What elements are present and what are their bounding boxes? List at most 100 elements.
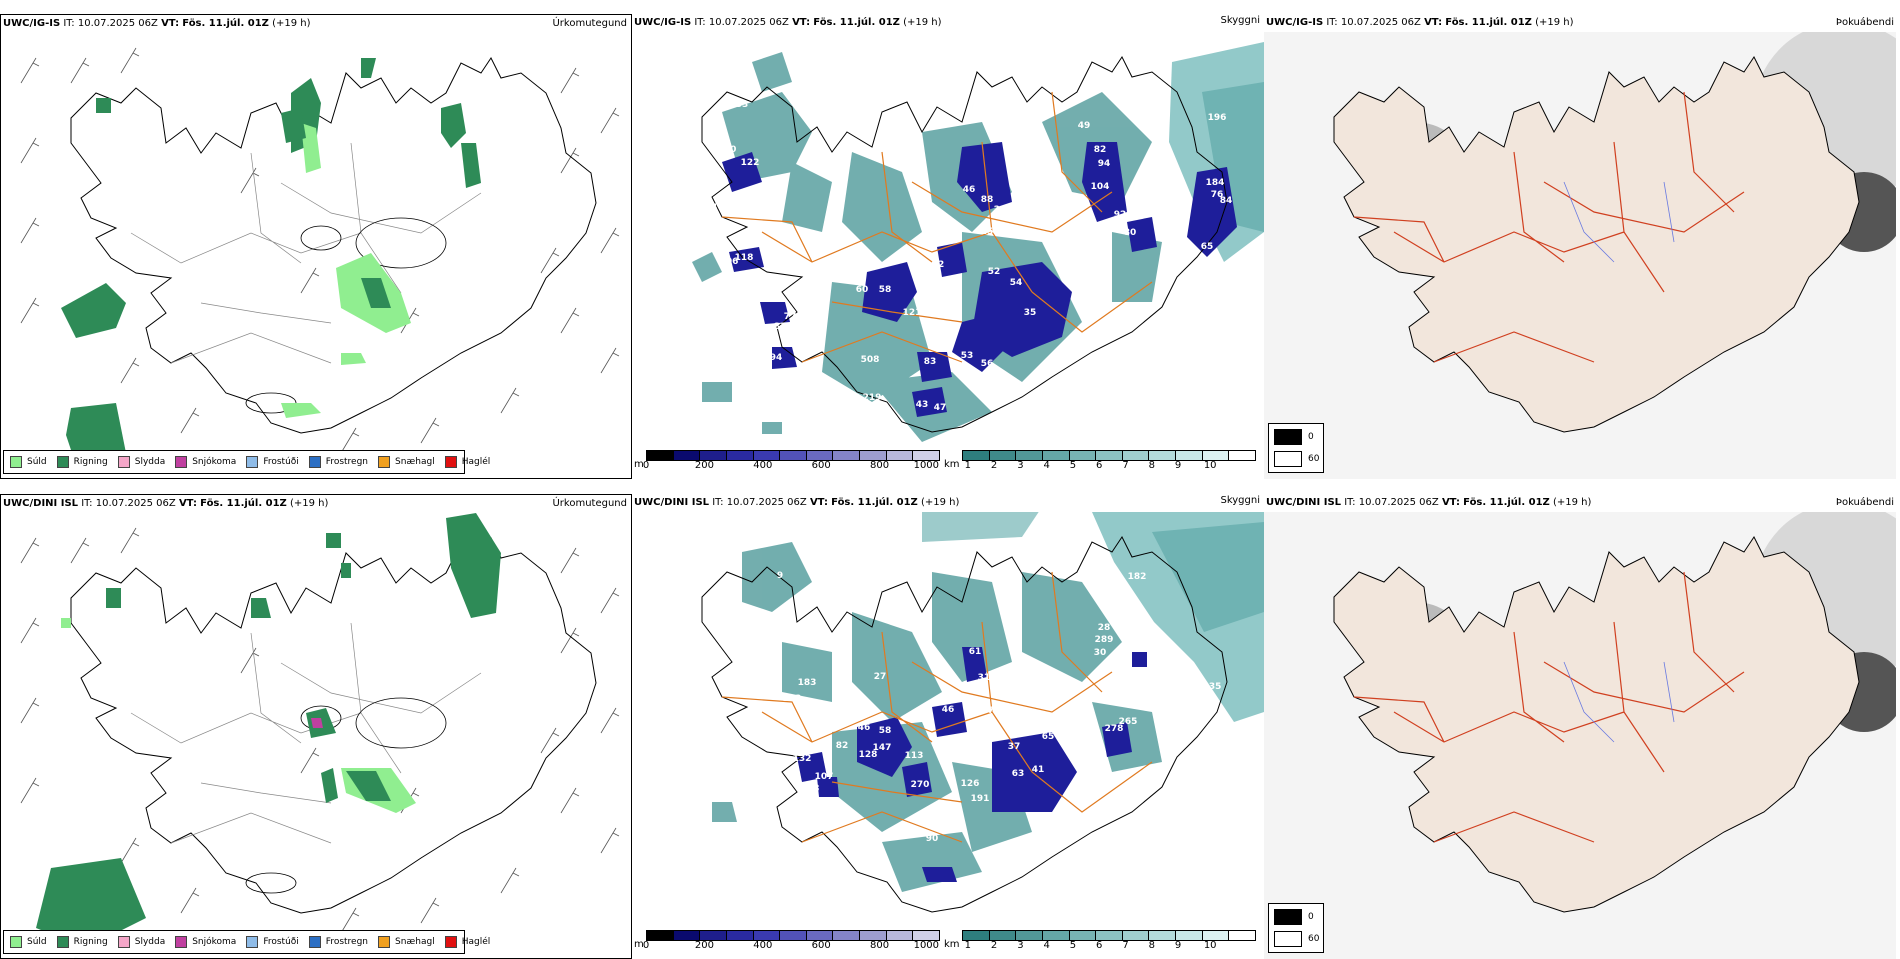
fog-legend-item: 0 <box>1274 909 1314 925</box>
visibility-colorbar: km 1 2 3 4 5 6 7 8 9 10 <box>944 930 1260 956</box>
cloud-base-label: 33 <box>736 100 749 110</box>
cloud-base-label: 120 <box>1135 645 1154 655</box>
panel-field-title: Úrkomutegund <box>552 498 627 509</box>
visibility-ticks: 1 2 3 4 5 6 7 8 9 10 <box>962 460 1254 474</box>
legend-swatch <box>246 456 259 468</box>
cloud-base-label: 56 <box>981 359 994 369</box>
precip-areas-bottom <box>36 513 501 948</box>
fog-legend: 0 60 <box>1268 423 1324 473</box>
cloud-base-label: 82 <box>1094 145 1107 155</box>
legend-item: Frostregn <box>308 936 368 948</box>
cloud-base-label: 74 <box>1134 303 1147 313</box>
fog-legend-item: 60 <box>1274 931 1319 947</box>
cloud-base-label: 311 <box>978 673 997 683</box>
cloud-base-label: 104 <box>1091 182 1110 192</box>
cloud-base-label: 46 <box>858 723 871 733</box>
legend-swatch <box>56 936 69 948</box>
panel-field-title: Skyggni <box>1220 495 1260 506</box>
cloud-base-label: 184 <box>1206 178 1225 188</box>
cloud-vis-panel-bottom: UWC/DINI ISL IT: 10.07.2025 06Z VT: Fös.… <box>632 494 1264 959</box>
tick-label: 9 <box>1174 460 1182 471</box>
precip-legend: Súld Rigning Slydda Snjókoma Frostúði Fr… <box>3 930 490 954</box>
cloud-base-label: 106 <box>720 257 739 267</box>
cloud-base-label: 82 <box>836 741 849 751</box>
legend-swatch <box>56 456 69 468</box>
cloud-base-label: 132 <box>793 754 812 764</box>
cloud-base-label: 94 <box>1098 159 1111 169</box>
legend-item: Slydda <box>117 936 165 948</box>
tick-label: 400 <box>753 460 773 471</box>
panel-title: UWC/IG-IS IT: 10.07.2025 06Z VT: Fös. 11… <box>3 18 311 29</box>
panel-field-title: Skyggni <box>1220 15 1260 26</box>
tick-label: 3 <box>1017 940 1024 951</box>
fog-index-panel-top: UWC/IG-IS IT: 10.07.2025 06Z VT: Fös. 11… <box>1264 14 1900 479</box>
legend-swatch <box>175 936 188 948</box>
cloud-base-label: 118 <box>735 253 754 263</box>
cloud-base-label: 107 <box>815 772 834 782</box>
tick-label: 10 <box>1203 940 1217 951</box>
precip-map <box>20 47 620 465</box>
cloud-base-label: 183 <box>798 678 817 688</box>
cloud-base-label: 43 <box>916 400 929 410</box>
cloud-base-label: 182 <box>1128 572 1147 582</box>
ceiling-unit: m <box>634 939 644 950</box>
visibility-ticks: 1 2 3 4 5 6 7 8 9 10 <box>962 940 1254 954</box>
cloud-base-label: 94 <box>770 353 783 363</box>
precip-areas-top <box>61 58 481 465</box>
legend-swatch <box>1274 429 1302 445</box>
cloud-base-label: 113 <box>905 751 924 761</box>
cloud-base-label: 84 <box>1220 196 1233 206</box>
panel-field-title: Þokuábendi <box>1835 497 1894 508</box>
panel-title: UWC/DINI ISL IT: 10.07.2025 06Z VT: Fös.… <box>634 497 960 508</box>
cloud-base-label: 191 <box>971 794 990 804</box>
legend-swatch <box>10 456 22 468</box>
fog-index-panel-bottom: UWC/DINI ISL IT: 10.07.2025 06Z VT: Fös.… <box>1264 494 1900 959</box>
visibility-colorbar-swatches <box>962 930 1256 941</box>
visibility-colorbar-swatches <box>962 450 1256 461</box>
cloud-base-label: 105 <box>935 322 954 332</box>
tick-label: 7 <box>1122 940 1129 951</box>
panel-field-title: Þokuábendi <box>1835 17 1894 28</box>
legend-item: Snjókoma <box>175 936 236 948</box>
cloud-base-label: 83 <box>774 322 787 332</box>
legend-item: Snæhagl <box>378 456 435 468</box>
legend-item: Snjókoma <box>175 456 236 468</box>
cloud-base-label: 72 <box>988 706 1001 716</box>
cloud-base-label: 289 <box>1095 635 1114 645</box>
ceiling-colorbar: m 0 200 400 600 800 1000 <box>634 930 940 956</box>
cloud-base-label: 219 <box>863 393 882 403</box>
ceiling-areas <box>797 647 1147 882</box>
cloud-base-label: 58 <box>879 726 892 736</box>
legend-item: Haglél <box>444 456 490 468</box>
cloud-base-label: 188 <box>801 784 820 794</box>
tick-label: 8 <box>1148 460 1155 471</box>
legend-swatch <box>308 456 321 468</box>
visibility-colorbar: km 1 2 3 4 5 6 7 8 9 10 <box>944 450 1260 476</box>
legend-swatch <box>117 456 130 468</box>
legend-swatch <box>246 936 259 948</box>
cloud-base-label: 100 <box>718 145 737 155</box>
tick-label: 6 <box>1096 460 1103 471</box>
cloud-base-label: 37 <box>1008 742 1021 752</box>
tick-label: 3 <box>1017 460 1024 471</box>
tick-label: 5 <box>1069 460 1077 471</box>
precip-legend: Súld Rigning Slydda Snjókoma Frostúði Fr… <box>3 450 490 474</box>
cloud-vis-panel-top: UWC/IG-IS IT: 10.07.2025 06Z VT: Fös. 11… <box>632 14 1264 479</box>
ceiling-areas <box>722 142 1237 417</box>
cloud-base-label: 128 <box>859 750 878 760</box>
cloud-base-label: 41 <box>1032 765 1045 775</box>
cloud-base-label: 9 <box>777 571 783 581</box>
cloud-base-label: 312 <box>783 694 802 704</box>
cloud-base-label: 122 <box>741 158 760 168</box>
tick-label: 7 <box>1122 460 1129 471</box>
cloud-base-label: 102 <box>1133 208 1152 218</box>
panel-title: UWC/IG-IS IT: 10.07.2025 06Z VT: Fös. 11… <box>1266 17 1574 28</box>
tick-label: 1000 <box>913 460 940 471</box>
cloud-base-label: 10 <box>774 232 787 242</box>
cloud-base-label: 278 <box>1105 724 1124 734</box>
tick-label: 1000 <box>913 940 940 951</box>
cloud-base-label: 265 <box>1119 717 1138 727</box>
panel-title: UWC/IG-IS IT: 10.07.2025 06Z VT: Fös. 11… <box>634 17 942 28</box>
cloud-base-label: 77 <box>784 312 797 322</box>
